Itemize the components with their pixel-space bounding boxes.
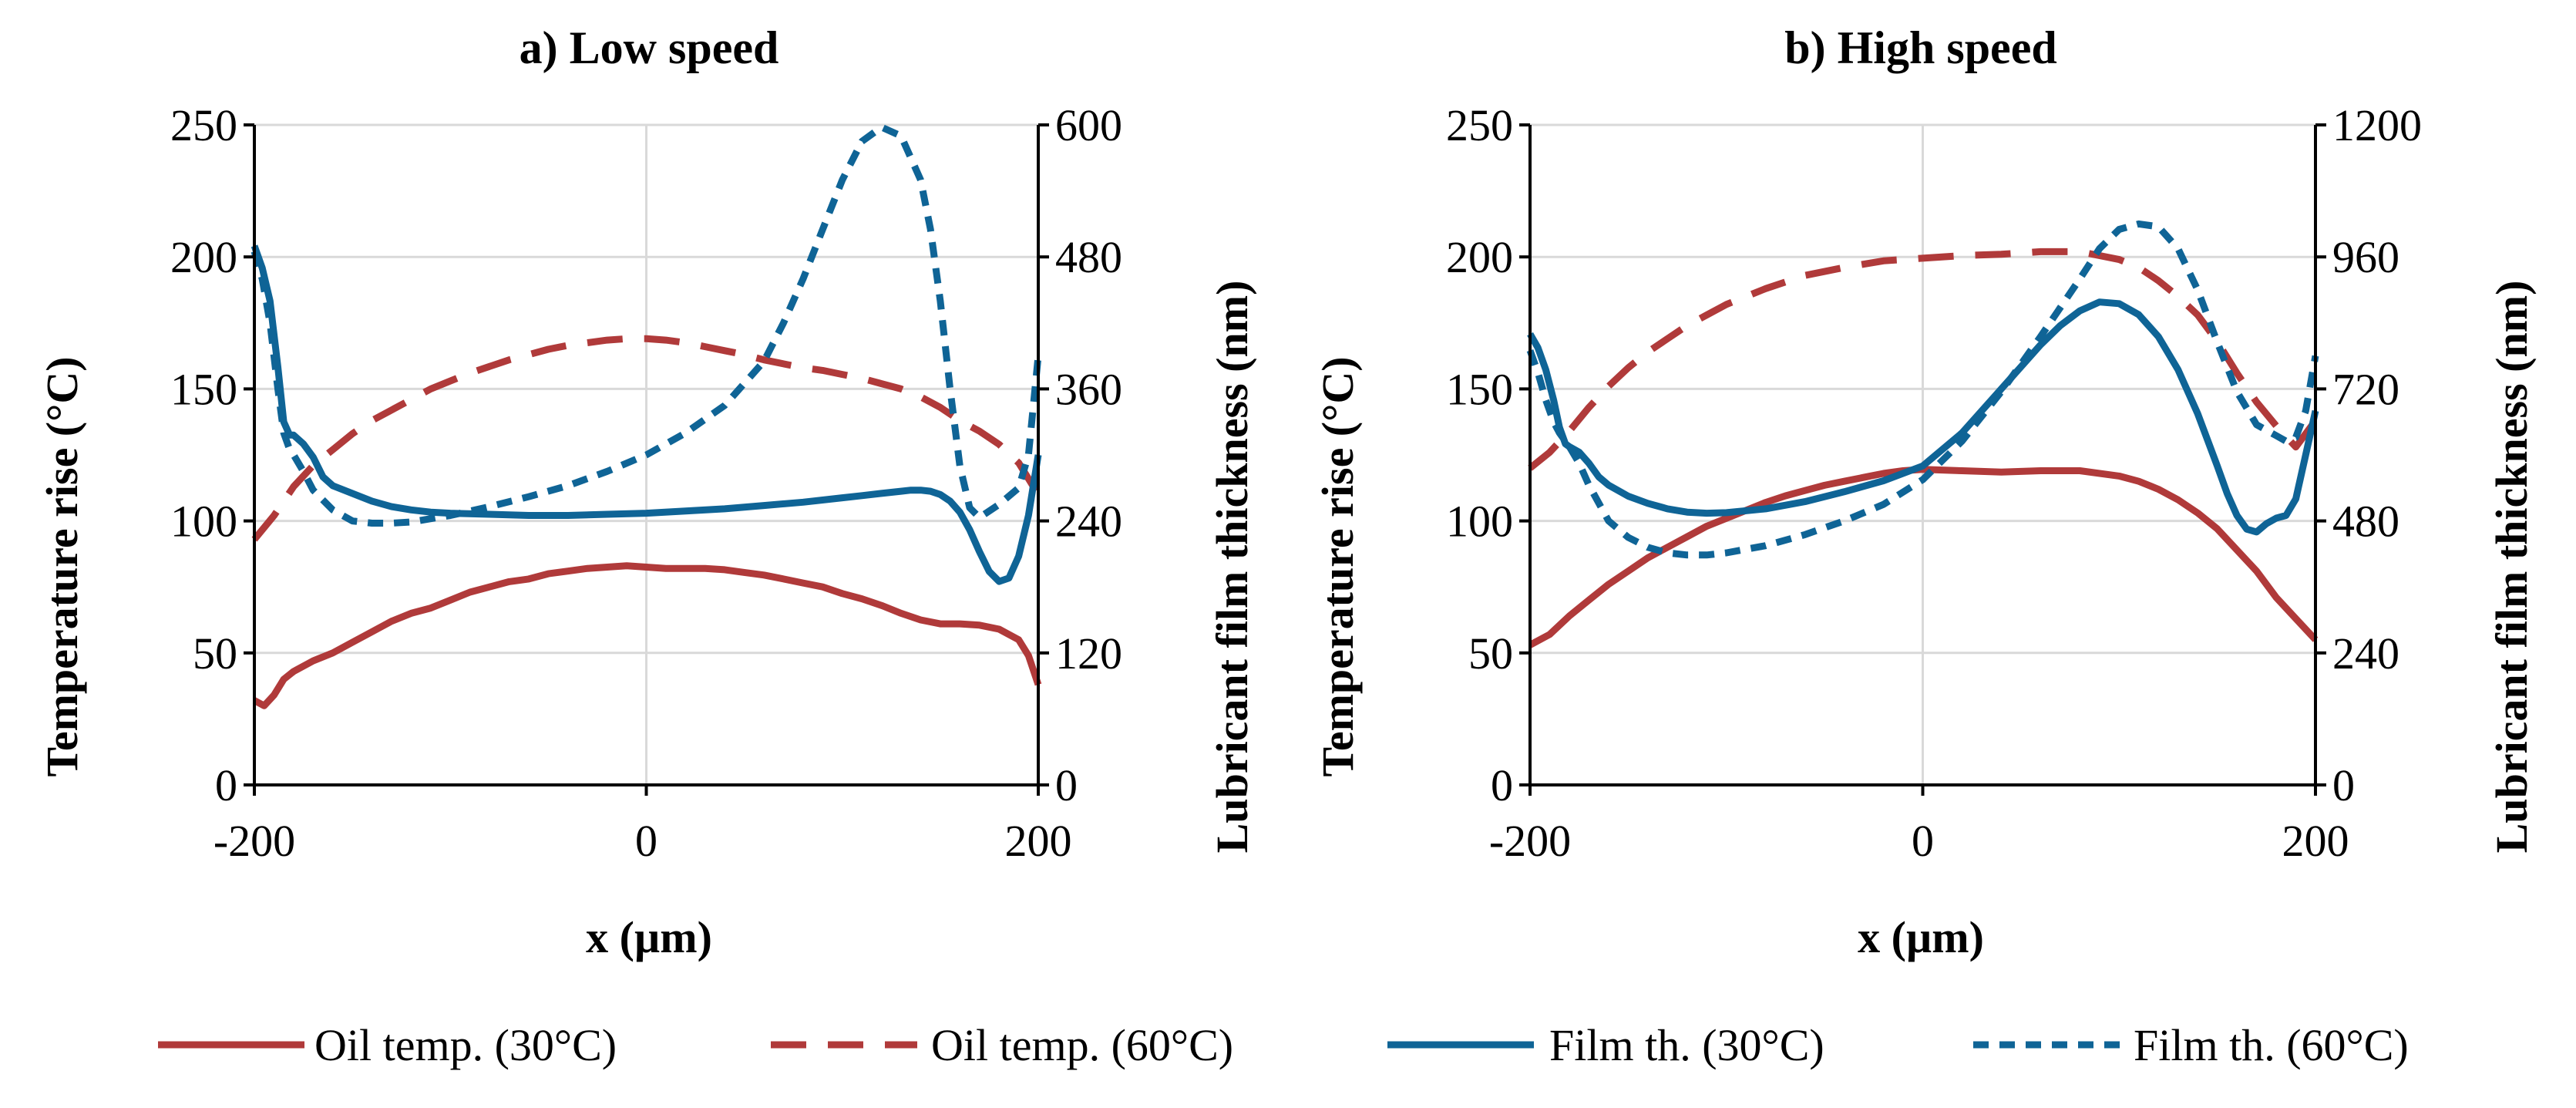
legend-item: Film th. (60°C) [1973,1020,2409,1070]
y-tick-label: 50 [1468,628,1513,679]
series-line [1528,248,2319,471]
series-line [252,562,1042,709]
legend-label: Oil temp. (30°C) [314,1020,617,1070]
chart-title: b) High speed [1784,22,2056,73]
legend-label: Oil temp. (60°C) [931,1020,1233,1070]
y2-tick-label: 480 [1055,232,1122,282]
y-tick-label: 0 [1491,760,1513,810]
y-tick-label: 200 [1446,232,1513,282]
y2-tick-label: 120 [1055,628,1122,679]
y-tick-label: 0 [215,760,237,810]
x-tick-label: -200 [214,816,295,866]
grid [1528,123,2317,785]
legend-item: Oil temp. (60°C) [771,1020,1233,1070]
chart-panel-high-speed: b) High speed 0 50 100 150 200 250 0 240 480 720 9… [1313,22,2537,962]
x-axis-title: x (µm) [1858,912,1984,962]
series-line [251,123,1042,527]
x-tick-label: 0 [635,816,657,866]
legend-label: Film th. (30°C) [1549,1020,1824,1070]
y2-axis-title: Lubricant film thickness (nm) [2487,281,2537,854]
y2-tick-label: 720 [2332,364,2399,414]
legend-label: Film th. (60°C) [2134,1020,2409,1070]
y2-tick-label: 240 [1055,497,1122,547]
x-tick-label: -200 [1489,816,1571,866]
y2-axis-title: Lubricant film thickness (nm) [1207,281,1257,854]
tick-labels: 0 50 100 150 200 250 0 240 480 720 960 1200 -200 0 200 [1446,100,2422,866]
legend: Oil temp. (30°C) Oil temp. (60°C) Film t… [158,1020,2409,1070]
y-tick-label: 150 [170,364,237,414]
y-tick-label: 100 [1446,497,1513,547]
y-tick-label: 100 [170,497,237,547]
y2-tick-label: 240 [2332,628,2399,679]
chart-panel-low-speed: a) Low speed 0 50 100 150 200 250 0 120 240 360 48… [37,22,1257,962]
y2-tick-label: 600 [1055,100,1122,150]
y-axis-title: Temperature rise (°C) [37,356,87,776]
x-tick-label: 200 [2282,816,2349,866]
x-tick-label: 0 [1912,816,1934,866]
y2-tick-label: 0 [2332,760,2355,810]
series-group [251,123,1042,709]
y2-tick-label: 0 [1055,760,1078,810]
axes [244,123,1049,796]
x-axis-title: x (µm) [586,912,712,962]
y2-tick-label: 360 [1055,364,1122,414]
x-tick-label: 200 [1005,816,1072,866]
axes [1519,123,2326,796]
series-line [251,335,1041,542]
legend-item: Film th. (30°C) [1387,1020,1824,1070]
y-tick-label: 200 [170,232,237,282]
series-line [1528,466,2319,648]
series-line [251,244,1042,585]
tick-labels: 0 50 100 150 200 250 0 120 240 360 480 600 -200 0 200 [170,100,1122,866]
series-group [1526,220,2319,648]
series-line [1527,298,2319,536]
y-tick-label: 50 [193,628,237,679]
y2-tick-label: 960 [2332,232,2399,282]
y2-tick-label: 1200 [2332,100,2422,150]
y-tick-label: 250 [170,100,237,150]
y2-tick-label: 480 [2332,497,2399,547]
legend-item: Oil temp. (30°C) [158,1020,617,1070]
y-axis-title: Temperature rise (°C) [1313,356,1363,776]
y-tick-label: 150 [1446,364,1513,414]
y-tick-label: 250 [1446,100,1513,150]
series-line [1526,220,2319,559]
chart-title: a) Low speed [520,22,779,73]
